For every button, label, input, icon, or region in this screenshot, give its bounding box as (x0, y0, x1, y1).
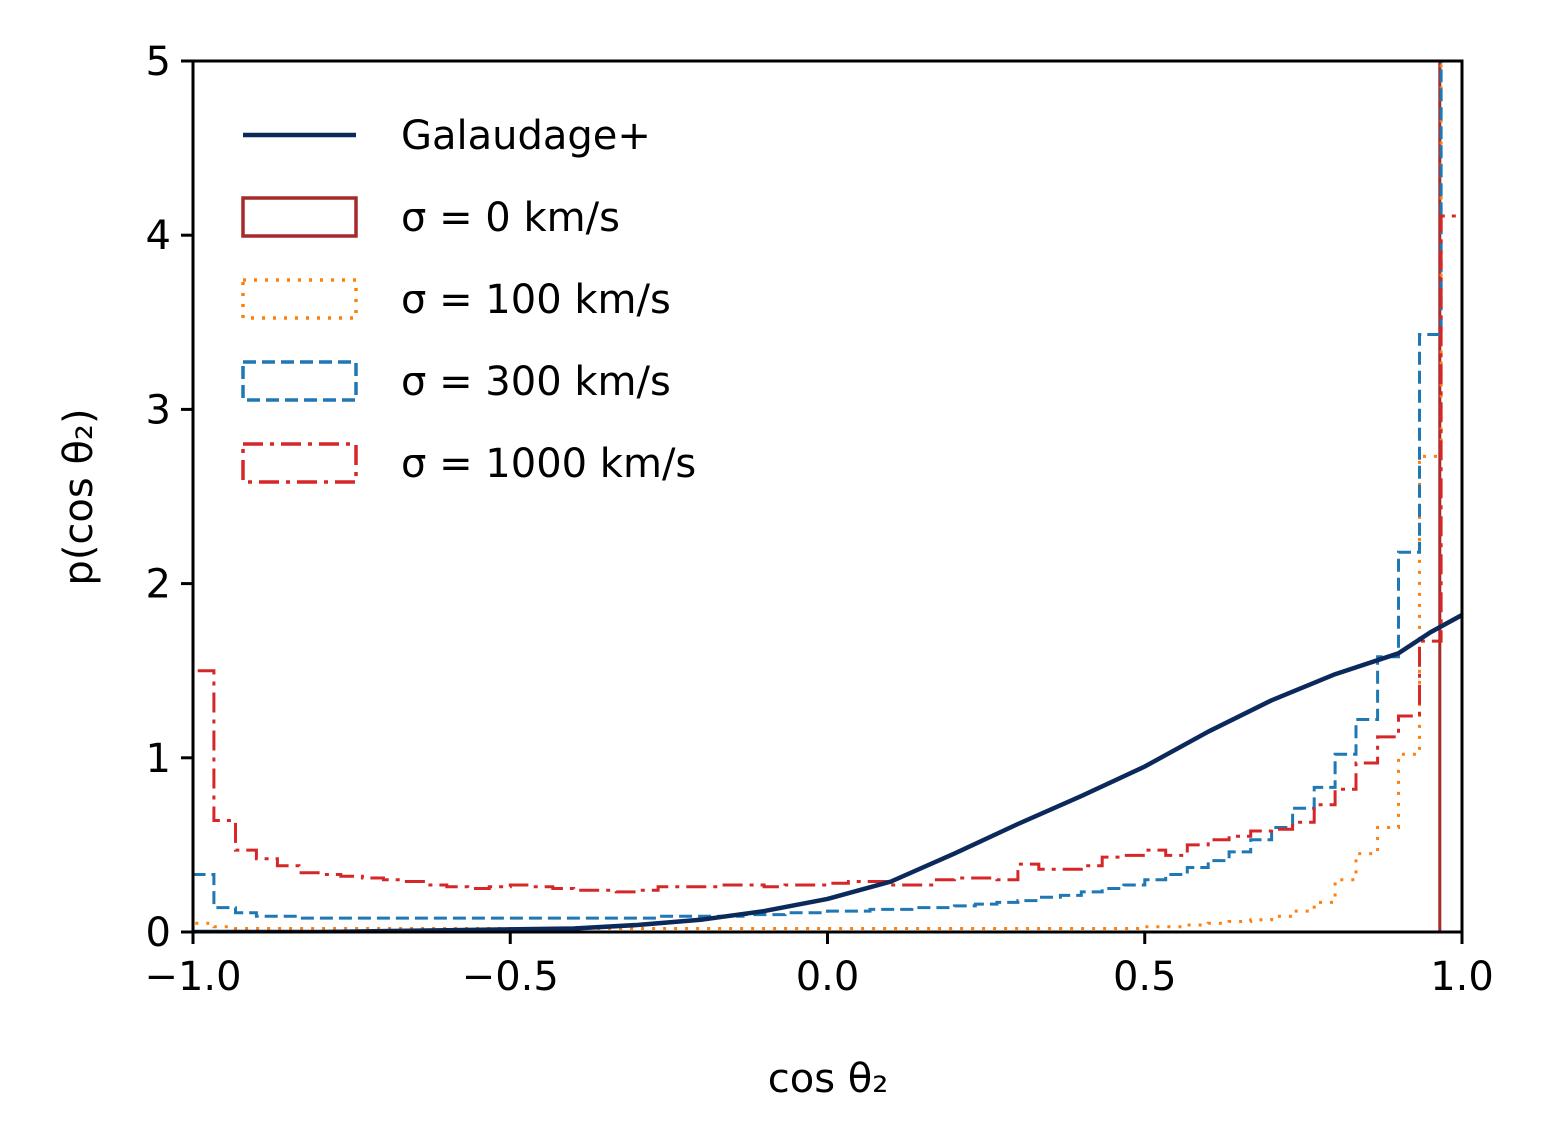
legend-entry: σ = 300 km/s (241, 359, 671, 405)
x-axis-label: cos θ₂ (768, 1056, 889, 1102)
y-tick-label: 2 (146, 562, 171, 608)
legend-label: σ = 300 km/s (401, 359, 671, 405)
y-tick-label: 5 (146, 39, 171, 85)
y-tick-label: 4 (146, 213, 171, 259)
legend-label: σ = 1000 km/s (401, 441, 696, 487)
legend-label: Galaudage+ (401, 113, 651, 159)
x-tick-label: −0.5 (462, 954, 559, 1000)
x-tick-label: −1.0 (144, 954, 241, 1000)
x-tick-label: 0.0 (796, 954, 860, 1000)
x-tick-label: 0.5 (1113, 954, 1177, 1000)
y-axis: 0 1 2 3 4 5 (146, 39, 193, 956)
legend: Galaudage+ σ = 0 km/s σ = 100 km/s σ = 300 … (241, 113, 696, 487)
series-layer (193, 61, 1462, 932)
legend-box-swatch (241, 442, 358, 484)
step-300-km-s (193, 61, 1462, 932)
legend-label: σ = 100 km/s (401, 277, 671, 323)
legend-label: σ = 0 km/s (401, 195, 620, 241)
y-tick-label: 1 (146, 736, 171, 782)
legend-entry: σ = 0 km/s (241, 195, 620, 241)
x-axis: −1.0 −0.5 0.0 0.5 1.0 (144, 932, 1494, 1000)
legend-entry: σ = 100 km/s (241, 277, 671, 323)
series-300-km-s (193, 61, 1462, 932)
x-tick-label: 1.0 (1430, 954, 1494, 1000)
legend-box-swatch (241, 278, 358, 320)
step-1000-km-s (193, 214, 1462, 932)
legend-entry: Galaudage+ (243, 113, 651, 159)
y-tick-label: 0 (146, 910, 171, 956)
line-galaudage (193, 613, 1462, 932)
series-1000-km-s (193, 214, 1462, 932)
y-axis-label: p(cos θ₂) (56, 408, 102, 585)
legend-box-swatch (241, 196, 358, 238)
legend-entry: σ = 1000 km/s (241, 441, 696, 487)
y-tick-label: 3 (146, 387, 171, 433)
